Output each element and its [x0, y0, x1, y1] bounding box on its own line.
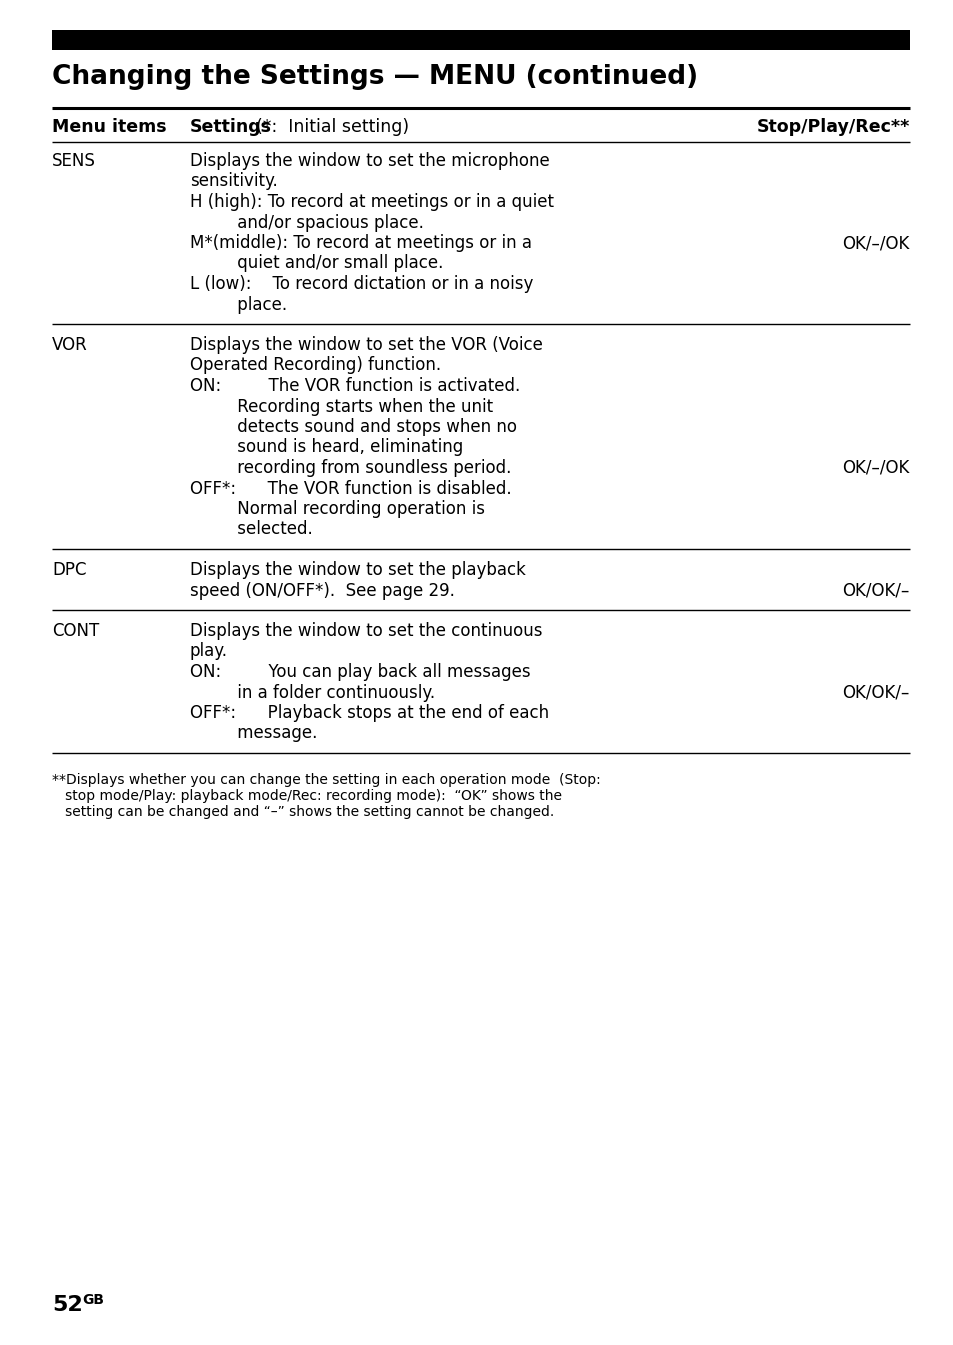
Text: SENS: SENS — [52, 152, 95, 169]
Text: OK/OK/–: OK/OK/– — [841, 683, 909, 702]
Text: VOR: VOR — [52, 336, 88, 354]
Text: in a folder continuously.: in a folder continuously. — [190, 683, 435, 702]
Text: L (low):    To record dictation or in a noisy: L (low): To record dictation or in a noi… — [190, 274, 533, 293]
Text: 52: 52 — [52, 1295, 83, 1315]
Text: speed (ON/OFF*).  See page 29.: speed (ON/OFF*). See page 29. — [190, 581, 455, 600]
Text: **Displays whether you can change the setting in each operation mode  (Stop:: **Displays whether you can change the se… — [52, 773, 600, 787]
Text: Displays the window to set the playback: Displays the window to set the playback — [190, 561, 525, 578]
Text: Recording starts when the unit: Recording starts when the unit — [190, 398, 493, 416]
Text: H (high): To record at meetings or in a quiet: H (high): To record at meetings or in a … — [190, 192, 554, 211]
Text: stop mode/Play: playback mode/Rec: recording mode):  “OK” shows the: stop mode/Play: playback mode/Rec: recor… — [52, 790, 561, 803]
Text: Operated Recording) function.: Operated Recording) function. — [190, 356, 440, 374]
Text: place.: place. — [190, 296, 287, 313]
Text: OK/–/OK: OK/–/OK — [841, 234, 909, 252]
Text: OFF*:      The VOR function is disabled.: OFF*: The VOR function is disabled. — [190, 480, 511, 498]
Text: recording from soundless period.: recording from soundless period. — [190, 459, 511, 477]
Text: Displays the window to set the microphone: Displays the window to set the microphon… — [190, 152, 549, 169]
Text: OK/–/OK: OK/–/OK — [841, 459, 909, 477]
Text: ON:         The VOR function is activated.: ON: The VOR function is activated. — [190, 377, 519, 395]
Text: quiet and/or small place.: quiet and/or small place. — [190, 254, 443, 273]
Text: Menu items: Menu items — [52, 118, 167, 136]
Bar — [52, 30, 909, 50]
Text: Displays the window to set the continuous: Displays the window to set the continuou… — [190, 621, 542, 640]
Text: M*(middle): To record at meetings or in a: M*(middle): To record at meetings or in … — [190, 234, 532, 252]
Text: Normal recording operation is: Normal recording operation is — [190, 500, 484, 518]
Text: sensitivity.: sensitivity. — [190, 172, 277, 191]
Text: play.: play. — [190, 643, 228, 660]
Text: CONT: CONT — [52, 621, 99, 640]
Text: selected.: selected. — [190, 521, 313, 538]
Text: ON:         You can play back all messages: ON: You can play back all messages — [190, 663, 530, 681]
Text: DPC: DPC — [52, 561, 87, 578]
Text: detects sound and stops when no: detects sound and stops when no — [190, 418, 517, 436]
Text: setting can be changed and “–” shows the setting cannot be changed.: setting can be changed and “–” shows the… — [52, 806, 554, 819]
Text: Displays the window to set the VOR (Voice: Displays the window to set the VOR (Voic… — [190, 336, 542, 354]
Text: Changing the Settings — MENU (continued): Changing the Settings — MENU (continued) — [52, 65, 698, 90]
Text: Settings: Settings — [190, 118, 272, 136]
Text: sound is heard, eliminating: sound is heard, eliminating — [190, 438, 463, 456]
Text: OK/OK/–: OK/OK/– — [841, 581, 909, 600]
Text: message.: message. — [190, 725, 317, 742]
Text: and/or spacious place.: and/or spacious place. — [190, 214, 423, 231]
Text: OFF*:      Playback stops at the end of each: OFF*: Playback stops at the end of each — [190, 703, 549, 722]
Text: Stop/Play/Rec**: Stop/Play/Rec** — [756, 118, 909, 136]
Text: GB: GB — [82, 1293, 104, 1307]
Text: (*:  Initial setting): (*: Initial setting) — [255, 118, 409, 136]
